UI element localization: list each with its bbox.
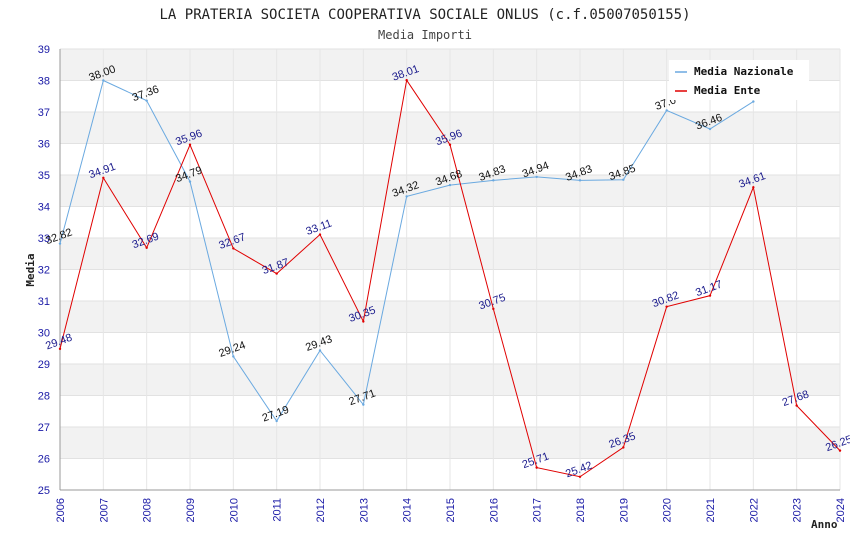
chart-subtitle: Media Importi bbox=[378, 28, 472, 42]
x-tick-label: 2017 bbox=[532, 498, 544, 522]
point-ente bbox=[838, 449, 842, 452]
x-tick-label: 2007 bbox=[98, 498, 110, 522]
point-nazionale bbox=[188, 180, 192, 183]
point-ente bbox=[665, 305, 668, 308]
y-tick-label: 34 bbox=[38, 202, 50, 214]
y-tick-label: 35 bbox=[38, 170, 50, 182]
y-tick-label: 26 bbox=[38, 454, 50, 466]
y-tick-label: 39 bbox=[38, 44, 50, 56]
point-ente bbox=[188, 143, 192, 146]
series-lines bbox=[58, 78, 842, 478]
x-tick-label: 2018 bbox=[575, 498, 587, 522]
x-tick-label: 2012 bbox=[315, 498, 327, 522]
x-axis-label: Anno bbox=[811, 518, 838, 531]
y-tick-label: 28 bbox=[38, 391, 50, 403]
point-ente bbox=[795, 404, 798, 407]
x-tick-label: 2010 bbox=[228, 498, 240, 522]
y-tick-label: 25 bbox=[38, 485, 50, 497]
chart-title: LA PRATERIA SOCIETA COOPERATIVA SOCIALE … bbox=[159, 7, 690, 23]
x-tick-label: 2022 bbox=[748, 498, 760, 522]
x-tick-label: 2006 bbox=[55, 498, 67, 522]
point-nazionale bbox=[145, 99, 148, 102]
x-tick-label: 2011 bbox=[272, 498, 284, 522]
point-nazionale bbox=[58, 242, 62, 245]
point-ente bbox=[275, 272, 278, 275]
y-tick-label: 32 bbox=[38, 265, 50, 277]
point-nazionale bbox=[535, 175, 538, 179]
point-ente bbox=[232, 247, 235, 250]
x-tick-label: 2024 bbox=[835, 498, 847, 522]
point-ente bbox=[448, 143, 452, 146]
point-ente bbox=[492, 307, 495, 311]
y-tick-label: 37 bbox=[38, 107, 50, 119]
point-ente bbox=[58, 347, 62, 351]
legend-label-ente: Media Ente bbox=[694, 84, 761, 97]
point-nazionale bbox=[102, 79, 105, 82]
point-nazionale bbox=[622, 178, 625, 181]
legend-box bbox=[669, 60, 809, 100]
point-ente bbox=[318, 233, 322, 236]
x-tick-labels: 2006 2007 2008 2009 2010 2011 2012 2013 2014 2015… bbox=[55, 498, 847, 522]
point-ente bbox=[145, 246, 148, 249]
point-nazionale bbox=[232, 355, 235, 358]
x-tick-label: 2013 bbox=[358, 498, 370, 522]
point-nazionale bbox=[448, 183, 452, 187]
y-tick-label: 36 bbox=[38, 139, 50, 151]
point-ente bbox=[708, 294, 712, 297]
x-tick-label: 2020 bbox=[662, 498, 674, 522]
point-nazionale bbox=[275, 419, 278, 423]
point-ente bbox=[578, 475, 582, 478]
x-tick-label: 2015 bbox=[445, 498, 457, 522]
x-tick-label: 2014 bbox=[402, 498, 414, 522]
point-nazionale bbox=[752, 100, 755, 103]
point-ente bbox=[535, 466, 538, 469]
x-tick-label: 2016 bbox=[488, 498, 500, 522]
point-ente bbox=[102, 176, 105, 180]
x-tick-label: 2019 bbox=[618, 498, 630, 522]
y-tick-label: 38 bbox=[38, 76, 50, 88]
x-tick-label: 2008 bbox=[142, 498, 154, 522]
x-tick-label: 2023 bbox=[792, 498, 804, 522]
y-tick-label: 29 bbox=[38, 359, 50, 371]
grid-bands bbox=[59, 48, 841, 491]
axes bbox=[59, 49, 840, 491]
point-nazionale bbox=[708, 127, 712, 131]
point-nazionale bbox=[318, 349, 322, 352]
y-tick-label: 27 bbox=[38, 422, 50, 434]
point-nazionale bbox=[492, 179, 495, 182]
x-tick-label: 2021 bbox=[705, 498, 717, 522]
y-axis-label: Media bbox=[24, 253, 37, 286]
point-nazionale bbox=[362, 403, 365, 406]
x-tick-label: 2009 bbox=[185, 498, 197, 522]
y-tick-label: 33 bbox=[38, 233, 50, 245]
y-tick-label: 31 bbox=[38, 296, 50, 308]
legend: Media Nazionale Media Ente bbox=[669, 60, 809, 100]
y-tick-label: 30 bbox=[38, 328, 50, 340]
point-nazionale bbox=[665, 109, 668, 112]
point-nazionale bbox=[578, 179, 582, 182]
point-ente bbox=[362, 320, 365, 323]
legend-label-nazionale: Media Nazionale bbox=[694, 65, 794, 78]
point-ente bbox=[405, 78, 408, 82]
point-nazionale bbox=[405, 195, 408, 198]
y-tick-labels: 25 26 27 28 29 30 31 32 33 34 35 36 37 38 39 bbox=[38, 44, 50, 497]
point-ente bbox=[752, 186, 755, 189]
point-ente bbox=[622, 446, 625, 449]
